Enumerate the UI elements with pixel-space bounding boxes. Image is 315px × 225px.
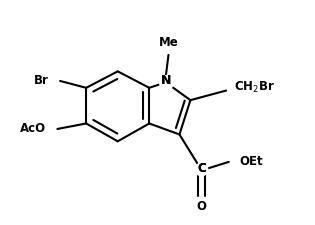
- Text: OEt: OEt: [240, 155, 263, 168]
- Text: Me: Me: [158, 36, 178, 50]
- Text: AcO: AcO: [20, 122, 46, 135]
- Text: O: O: [196, 200, 206, 213]
- Text: N: N: [161, 74, 171, 88]
- Text: Br: Br: [34, 74, 49, 88]
- Text: C: C: [197, 162, 206, 175]
- Text: C: C: [197, 162, 206, 175]
- Text: CH$_2$Br: CH$_2$Br: [234, 80, 275, 95]
- Text: N: N: [161, 74, 171, 88]
